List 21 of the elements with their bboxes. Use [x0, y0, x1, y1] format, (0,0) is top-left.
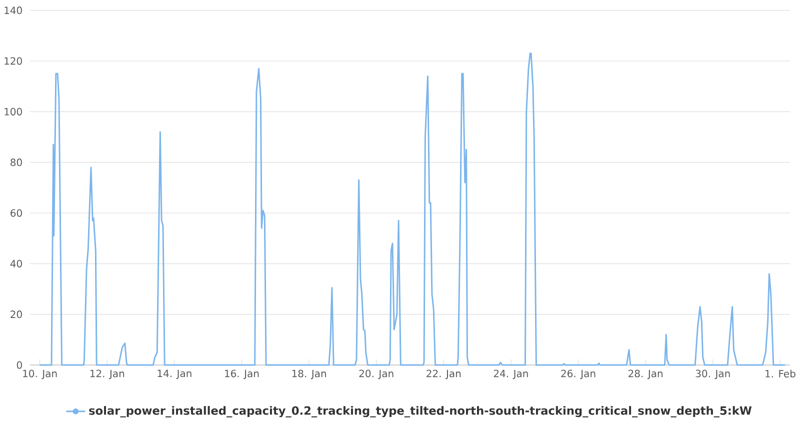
x-tick-label: 14. Jan [158, 370, 192, 380]
x-tick-label: 30. Jan [696, 370, 730, 380]
x-tick-label: 12. Jan [90, 370, 124, 380]
x-tick-label: 18. Jan [292, 370, 326, 380]
y-tick-label: 40 [10, 260, 22, 268]
x-tick-label: 20. Jan [359, 370, 394, 380]
x-tick-label: 10. Jan [23, 370, 57, 380]
y-tick-label: 80 [10, 158, 22, 166]
x-tick-label: 22. Jan [426, 370, 461, 380]
y-tick-label: 120 [4, 57, 22, 65]
x-tick-label: 16. Jan [225, 370, 259, 380]
y-tick-label: 60 [10, 209, 22, 217]
legend-label: solar_power_installed_capacity_0.2_tracking_type_tilted-north-south-tracking_critical_snow_depth_5:kW [89, 406, 752, 418]
x-tick-label: 1. Feb [766, 370, 796, 378]
x-tick-label: 26. Jan [561, 370, 596, 380]
y-tick-label: 20 [10, 310, 22, 318]
y-tick-label: 0 [16, 361, 22, 369]
y-tick-label: 100 [4, 108, 22, 116]
x-tick-label: 28. Jan [628, 370, 662, 380]
y-tick-label: 140 [4, 6, 22, 14]
x-tick-label: 24. Jan [494, 370, 528, 380]
